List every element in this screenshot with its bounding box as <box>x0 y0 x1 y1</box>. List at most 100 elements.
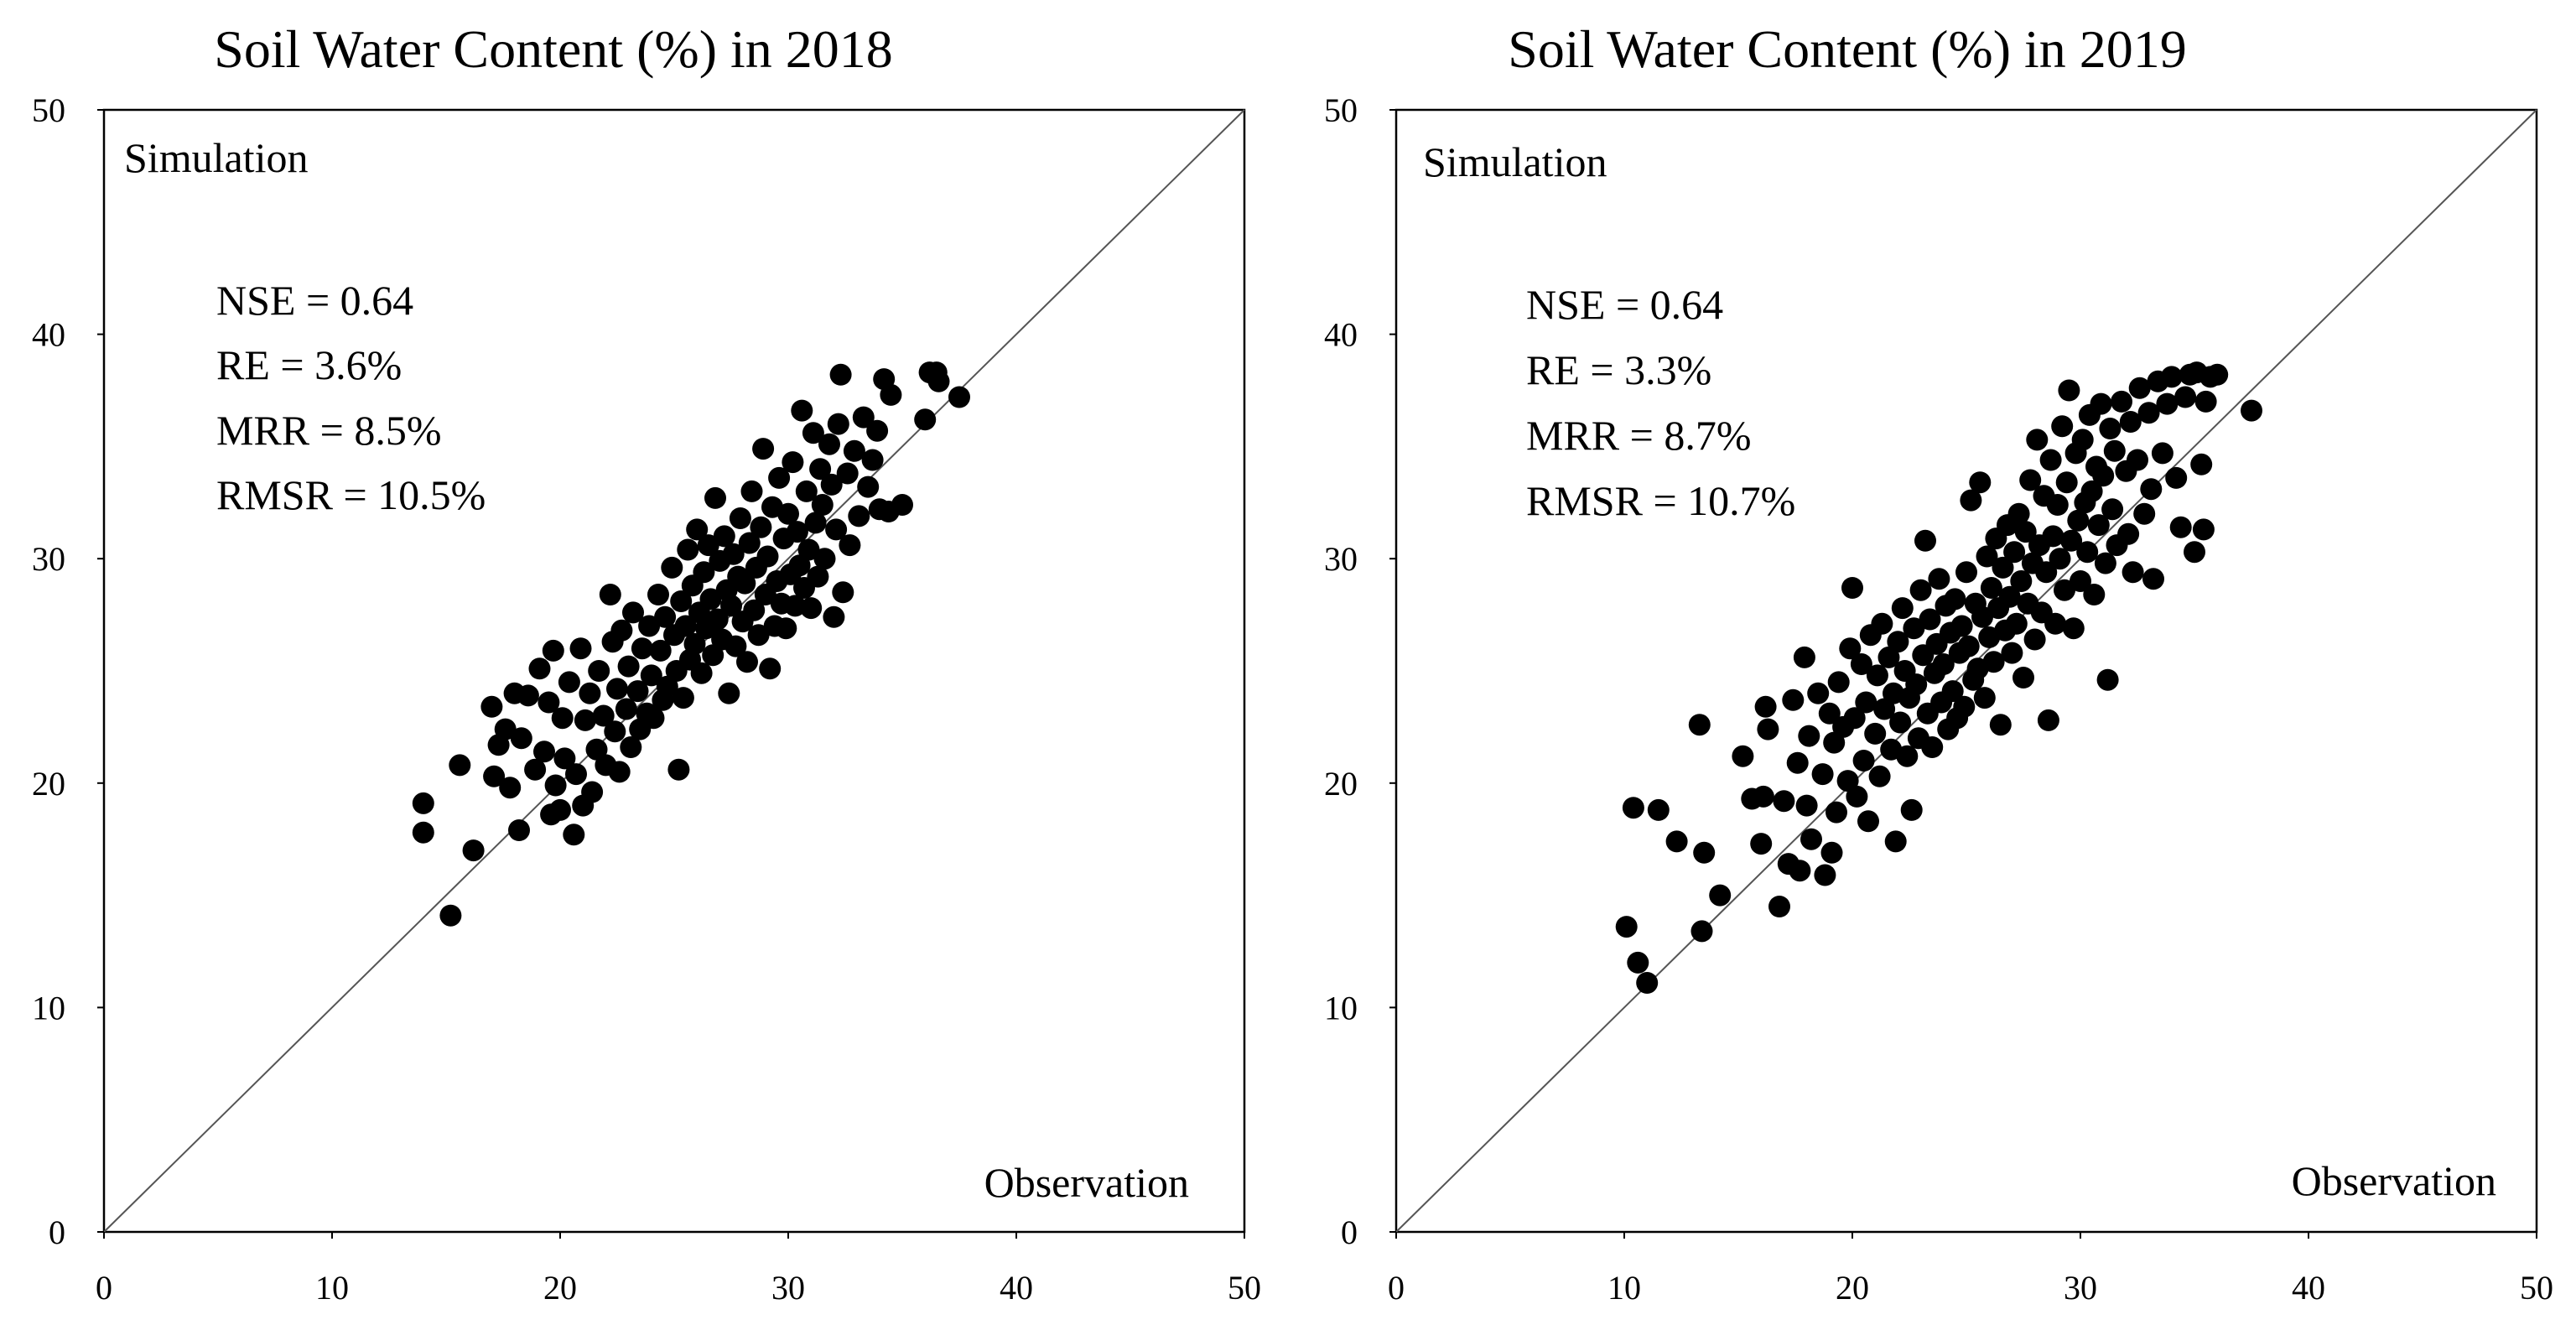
y-tick-label: 40 <box>32 316 65 354</box>
data-point <box>804 512 827 534</box>
x-tick-label: 40 <box>1000 1269 1033 1307</box>
data-point <box>494 718 517 740</box>
data-point <box>759 657 782 680</box>
data-point <box>752 438 775 460</box>
data-point <box>1688 714 1711 736</box>
data-point <box>861 449 884 471</box>
data-point <box>670 590 693 612</box>
data-point <box>1955 561 1977 584</box>
data-point <box>2174 386 2197 408</box>
data-point <box>2127 449 2148 471</box>
data-point <box>2067 509 2090 532</box>
data-point <box>2080 480 2103 502</box>
data-point <box>713 525 735 548</box>
data-point <box>661 556 683 579</box>
data-point <box>1793 646 1815 668</box>
data-point <box>2128 377 2151 399</box>
plot-area <box>102 108 1246 1234</box>
data-point <box>809 458 832 481</box>
data-point <box>667 758 690 781</box>
data-point <box>818 433 840 455</box>
chart-2018: Soil Water Content (%) in 2018 0 10 20 30 40… <box>32 19 1261 1307</box>
data-point <box>499 777 522 799</box>
data-point <box>574 709 596 731</box>
data-point <box>551 707 574 730</box>
data-point <box>1998 585 2021 608</box>
stat-mrr: MRR = 8.5% <box>216 407 442 454</box>
y-axis: 0 10 20 30 40 50 <box>32 91 104 1251</box>
data-point <box>2012 667 2034 688</box>
data-point <box>720 595 742 617</box>
plot-area <box>1394 108 2538 1234</box>
data-point <box>1709 884 1732 907</box>
data-point <box>412 792 434 814</box>
data-point <box>1992 556 2014 579</box>
x-tick-label: 10 <box>1607 1269 1641 1307</box>
data-point <box>1820 841 1843 864</box>
y-tick-label: 20 <box>1324 765 1358 803</box>
data-point <box>823 605 845 628</box>
data-point <box>1807 682 1830 704</box>
data-point <box>683 632 706 655</box>
data-point <box>2062 617 2085 640</box>
data-point <box>2071 429 2094 451</box>
data-point <box>2151 442 2174 465</box>
data-point <box>2122 561 2144 584</box>
data-point <box>2010 570 2033 592</box>
data-point <box>1891 597 1914 620</box>
data-point <box>2160 366 2183 388</box>
data-point <box>2094 552 2116 574</box>
data-point <box>813 548 836 570</box>
data-point <box>1754 695 1777 718</box>
data-point <box>811 494 834 516</box>
scatter-points <box>1615 361 2262 994</box>
y-axis-label: Simulation <box>124 134 308 181</box>
data-point <box>617 655 640 678</box>
data-point <box>462 839 485 862</box>
y-tick-label: 50 <box>32 91 65 129</box>
data-point <box>620 736 642 758</box>
data-point <box>412 821 434 844</box>
data-point <box>2165 466 2188 489</box>
data-point <box>1900 798 1923 821</box>
data-point <box>1693 841 1716 864</box>
stats-box: NSE = 0.64 RE = 3.3% MRR = 8.7% RMSR = 1… <box>1526 281 1795 524</box>
data-point <box>786 521 808 543</box>
data-point <box>2092 465 2115 487</box>
y-tick-label: 0 <box>1341 1213 1358 1251</box>
x-axis-label: Observation <box>2292 1157 2496 1204</box>
data-point <box>2044 612 2067 635</box>
data-point <box>829 363 852 386</box>
data-point <box>647 584 669 605</box>
data-point <box>579 682 601 704</box>
data-point <box>642 707 665 730</box>
stats-box: NSE = 0.64 RE = 3.6% MRR = 8.5% RMSR = 1… <box>216 277 486 518</box>
data-point <box>1944 588 1966 611</box>
data-point <box>1757 718 1779 740</box>
data-point <box>2194 390 2217 413</box>
data-point <box>1909 579 1932 601</box>
data-point <box>1960 489 1982 512</box>
data-point <box>558 671 580 694</box>
stat-nse: NSE = 0.64 <box>1526 281 1723 328</box>
data-point <box>1973 687 1996 709</box>
x-tick-label: 10 <box>315 1269 349 1307</box>
data-point <box>1980 577 2002 599</box>
data-point <box>1836 770 1859 792</box>
data-point <box>2117 522 2140 545</box>
chart-title: Soil Water Content (%) in 2019 <box>1508 19 2187 79</box>
data-point <box>480 695 503 718</box>
data-point <box>528 657 551 680</box>
data-point <box>1818 702 1841 725</box>
data-point <box>2005 612 2028 635</box>
data-point <box>538 691 560 714</box>
data-point <box>1914 529 1936 552</box>
data-point <box>738 532 761 554</box>
data-point <box>722 543 745 565</box>
x-tick-label: 30 <box>771 1269 805 1307</box>
data-point <box>807 565 829 588</box>
data-point <box>1969 471 1992 494</box>
data-point <box>2087 514 2110 537</box>
data-point <box>848 505 870 527</box>
data-point <box>734 572 756 595</box>
